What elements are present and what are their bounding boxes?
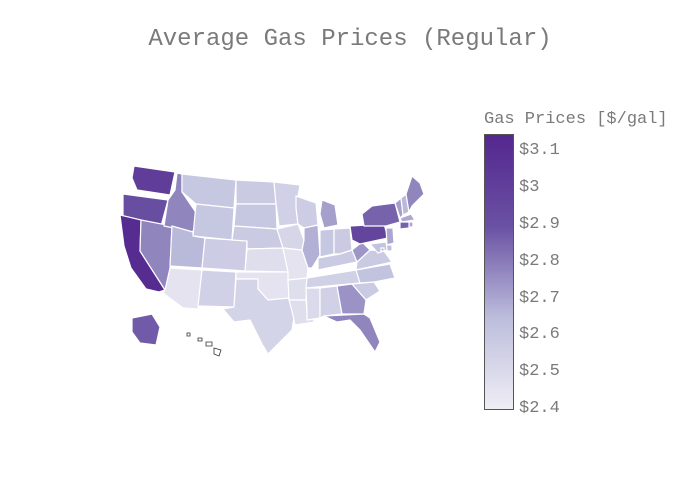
state-wy[interactable] — [192, 203, 235, 241]
state-wa[interactable] — [131, 165, 176, 196]
colorbar-tick-label: $2.7 — [519, 288, 560, 308]
colorbar-tick-label: $2.8 — [519, 251, 560, 271]
state-ar[interactable] — [287, 277, 308, 301]
state-ms[interactable] — [305, 287, 321, 321]
state-mi[interactable] — [319, 199, 339, 229]
state-nc[interactable] — [355, 263, 396, 284]
colorbar-tick-label: $2.9 — [519, 215, 560, 234]
state-ks[interactable] — [244, 247, 289, 273]
state-fl[interactable] — [323, 313, 381, 354]
colorbar-tick-label: $3 — [519, 178, 540, 198]
state-sd[interactable] — [233, 203, 278, 230]
state-wi[interactable] — [295, 195, 319, 229]
state-il[interactable] — [301, 224, 321, 269]
state-ct[interactable] — [399, 221, 410, 230]
state-ga[interactable] — [336, 283, 367, 315]
state-oh[interactable] — [333, 227, 353, 255]
state-ny[interactable] — [361, 202, 401, 227]
state-tx[interactable] — [221, 278, 296, 355]
state-nm[interactable] — [197, 269, 237, 308]
state-pa[interactable] — [349, 223, 389, 245]
state-nd[interactable] — [235, 179, 277, 205]
state-wv[interactable] — [351, 241, 371, 264]
colorbar-title: Gas Prices [$/gal] — [484, 110, 668, 129]
chart-title: Average Gas Prices (Regular) — [148, 26, 552, 53]
state-hi[interactable] — [186, 332, 222, 357]
state-nj[interactable] — [385, 227, 395, 246]
state-in[interactable] — [319, 228, 335, 258]
state-me[interactable] — [405, 174, 425, 214]
colorbar-tick-label: $2.5 — [519, 362, 560, 382]
colorbar-tick-label: $2.4 — [519, 399, 560, 418]
colorbar-tick-label: $3.1 — [519, 141, 560, 161]
state-ma[interactable] — [399, 213, 417, 223]
states-layer — [119, 165, 425, 357]
state-co[interactable] — [201, 237, 248, 272]
colorbar-gradient — [484, 134, 514, 410]
state-az[interactable] — [162, 267, 203, 310]
state-ak[interactable] — [131, 313, 161, 346]
colorbar-tick-label: $2.6 — [519, 325, 560, 345]
state-dc[interactable] — [380, 247, 385, 252]
